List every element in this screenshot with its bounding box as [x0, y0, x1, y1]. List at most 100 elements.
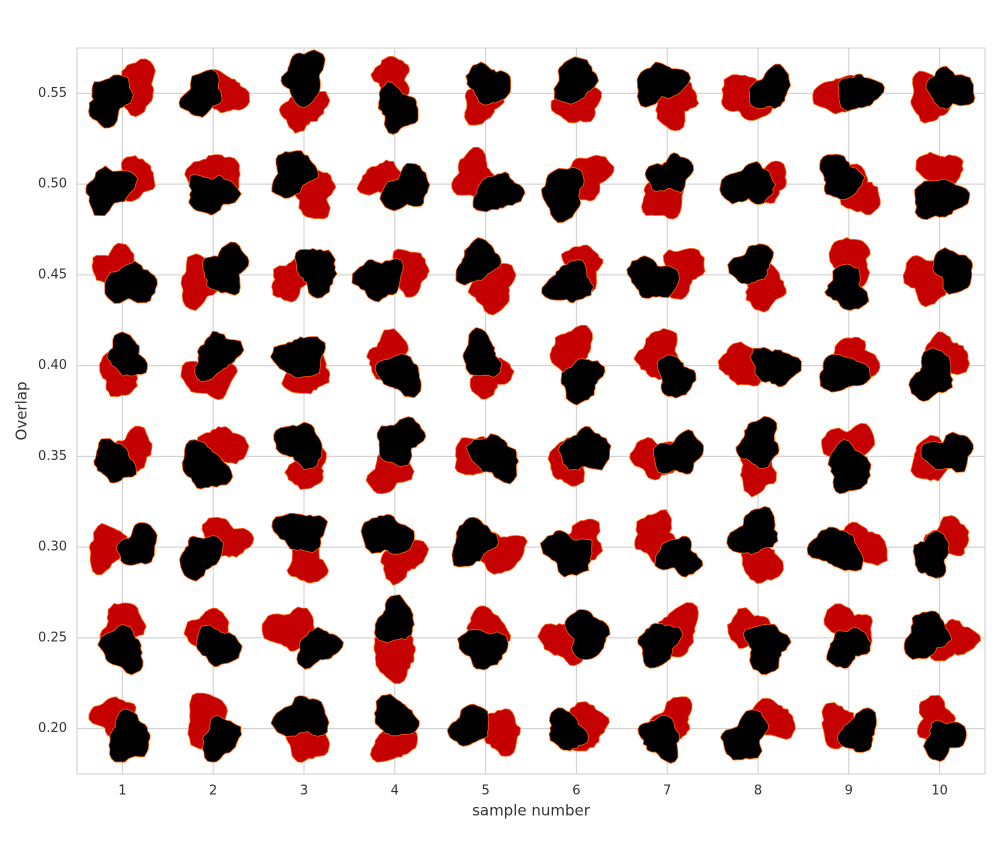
sample-image — [726, 505, 784, 584]
black-region — [908, 347, 954, 402]
x-tick-label: 4 — [391, 784, 399, 799]
sample-image — [908, 331, 970, 402]
red-region — [717, 341, 764, 387]
red-region — [89, 522, 128, 576]
sample-image — [464, 61, 511, 126]
sample-image — [187, 692, 243, 763]
sample-image — [537, 609, 611, 667]
black-region — [932, 247, 973, 295]
sample-image — [270, 336, 331, 395]
sample-image — [548, 701, 610, 752]
black-region — [179, 535, 224, 582]
sample-image — [356, 159, 431, 212]
sample-image — [727, 243, 787, 313]
black-region — [97, 623, 144, 676]
black-region — [455, 237, 502, 286]
black-region — [837, 73, 885, 112]
sample-image — [457, 605, 512, 671]
sample-image — [912, 515, 970, 579]
y-tick-label: 0.30 — [38, 540, 67, 555]
sample-image — [819, 153, 881, 216]
black-region — [373, 594, 415, 644]
black-region — [636, 61, 692, 108]
black-region — [654, 535, 704, 578]
black-region — [270, 336, 326, 379]
sample-image — [636, 61, 700, 132]
sample-image — [93, 425, 153, 484]
black-region — [564, 609, 611, 661]
sample-image — [454, 433, 520, 485]
sample-image — [540, 154, 615, 224]
black-region — [104, 260, 158, 304]
y-tick-label: 0.25 — [38, 630, 67, 645]
sample-image — [462, 327, 515, 400]
sample-image — [278, 49, 331, 134]
sample-image — [821, 702, 877, 753]
black-region — [553, 56, 599, 105]
black-region — [742, 623, 792, 676]
black-region — [446, 703, 490, 747]
black-region — [188, 173, 242, 216]
black-region — [270, 695, 330, 737]
black-region — [749, 346, 802, 388]
sample-image — [626, 247, 706, 300]
sample-image — [735, 415, 780, 498]
sample-image — [910, 65, 976, 124]
black-region — [376, 416, 427, 468]
sample-image — [180, 330, 245, 401]
sample-image — [726, 607, 792, 676]
sample-image — [910, 431, 974, 482]
black-region — [637, 622, 684, 669]
y-tick-label: 0.35 — [38, 449, 67, 464]
black-region — [202, 241, 250, 296]
sample-image — [97, 602, 147, 676]
sample-image — [446, 703, 521, 757]
x-tick-label: 8 — [754, 784, 762, 799]
sample-image — [629, 429, 704, 481]
black-region — [806, 526, 864, 572]
sample-image — [550, 56, 602, 124]
sample-image — [719, 160, 787, 205]
black-region — [726, 505, 779, 556]
black-region — [374, 353, 422, 399]
sample-image — [91, 242, 158, 304]
sample-image — [903, 610, 982, 662]
sample-image — [812, 73, 885, 115]
sample-image — [916, 694, 967, 763]
sample-image — [184, 154, 242, 216]
x-tick-label: 9 — [845, 784, 853, 799]
black-region — [925, 65, 976, 110]
black-region — [280, 49, 326, 109]
black-region — [93, 438, 137, 484]
sample-image — [720, 697, 796, 761]
black-region — [88, 74, 134, 129]
black-region — [271, 150, 319, 199]
black-region — [819, 153, 866, 201]
black-region — [914, 178, 971, 221]
black-region — [652, 429, 704, 475]
sample-image — [539, 518, 603, 578]
black-region — [720, 709, 769, 761]
x-tick-label: 10 — [931, 784, 948, 799]
black-region — [922, 719, 967, 763]
sample-image — [637, 602, 699, 669]
x-tick-label: 6 — [572, 784, 580, 799]
black-region — [540, 166, 585, 224]
black-region — [294, 247, 338, 299]
sample-image — [721, 63, 791, 121]
black-region — [465, 433, 520, 485]
black-region — [108, 708, 151, 763]
black-region — [824, 263, 870, 311]
black-region — [181, 439, 234, 490]
red-region — [721, 74, 774, 121]
sample-image — [369, 693, 420, 763]
black-region — [195, 624, 243, 668]
sample-image — [547, 425, 612, 487]
sample-image — [366, 328, 422, 399]
black-region — [201, 714, 243, 763]
black-region — [273, 421, 323, 471]
sample-image — [549, 325, 606, 406]
y-tick-label: 0.45 — [38, 267, 67, 282]
black-region — [557, 425, 612, 471]
